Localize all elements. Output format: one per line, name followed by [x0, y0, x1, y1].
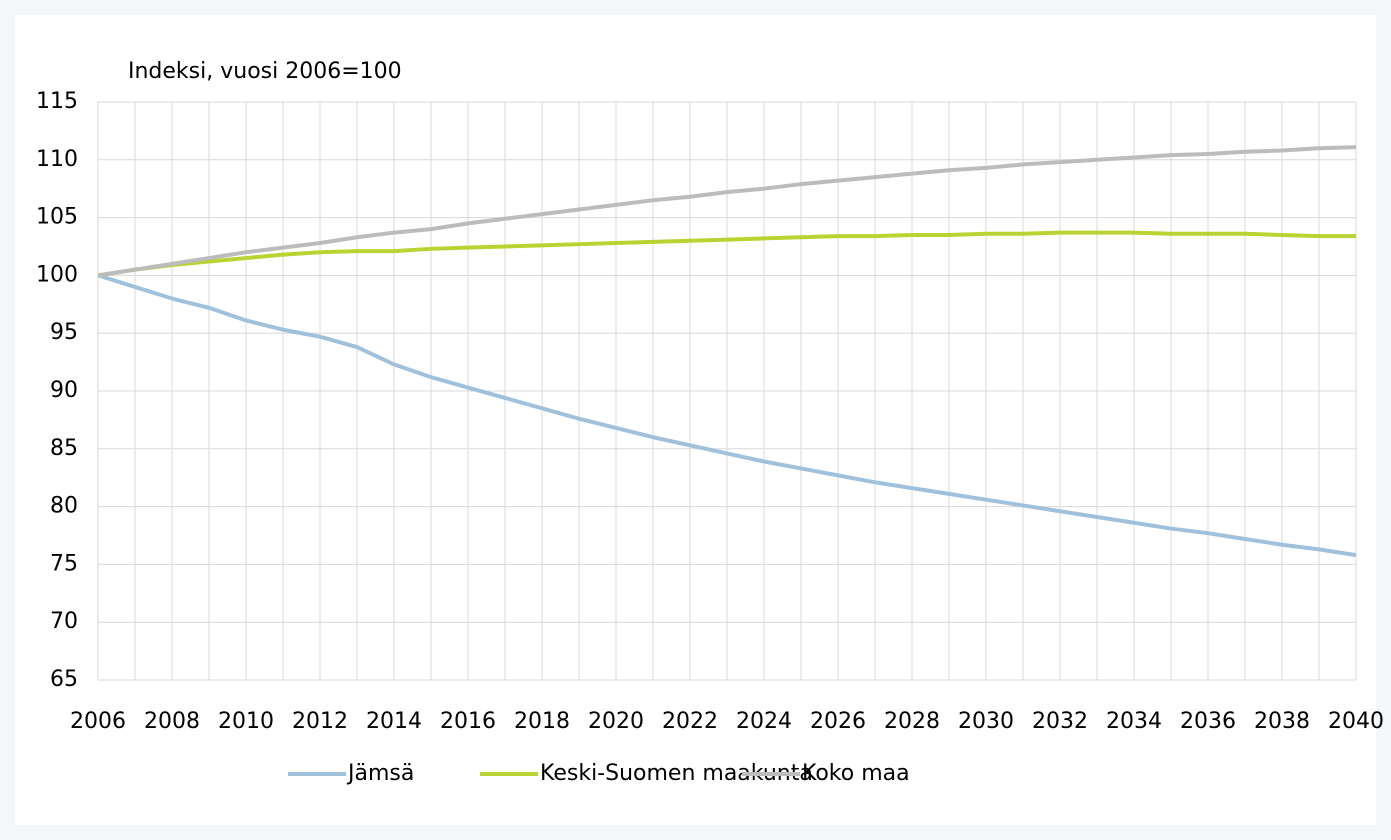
x-tick-label: 2012 — [292, 709, 348, 734]
x-tick-label: 2020 — [588, 709, 644, 734]
x-tick-label: 2034 — [1106, 709, 1162, 734]
x-tick-label: 2036 — [1180, 709, 1236, 734]
y-tick-label: 115 — [36, 89, 78, 114]
x-tick-label: 2018 — [514, 709, 570, 734]
y-tick-label: 85 — [50, 436, 78, 461]
x-tick-label: 2024 — [736, 709, 792, 734]
series-line — [97, 145, 1357, 278]
x-tick-label: 2038 — [1254, 709, 1310, 734]
x-tick-label: 2022 — [662, 709, 718, 734]
x-tick-label: 2006 — [70, 709, 126, 734]
x-tick-label: 2032 — [1032, 709, 1088, 734]
y-tick-label: 80 — [50, 494, 78, 519]
y-tick-label: 90 — [50, 378, 78, 403]
series-line — [97, 230, 1356, 278]
x-tick-label: 2030 — [958, 709, 1014, 734]
y-tick-label: 65 — [50, 667, 78, 692]
x-tick-label: 2014 — [366, 709, 422, 734]
x-tick-label: 2028 — [884, 709, 940, 734]
y-axis-label: Indeksi, vuosi 2006=100 — [128, 59, 402, 84]
y-tick-label: 95 — [50, 320, 78, 345]
x-tick-label: 2008 — [144, 709, 200, 734]
legend-label: Koko maa — [802, 761, 910, 786]
legend-label: Jämsä — [346, 761, 414, 786]
x-tick-label: 2016 — [440, 709, 496, 734]
y-tick-label: 75 — [50, 551, 78, 576]
x-tick-label: 2010 — [218, 709, 274, 734]
x-tick-label: 2026 — [810, 709, 866, 734]
series-line — [97, 273, 1357, 558]
x-tick-label: 2040 — [1328, 709, 1384, 734]
y-tick-label: 100 — [36, 262, 78, 287]
y-tick-label: 70 — [50, 609, 78, 634]
y-tick-label: 105 — [36, 205, 78, 230]
panel — [15, 15, 1376, 825]
y-tick-label: 110 — [36, 147, 78, 172]
